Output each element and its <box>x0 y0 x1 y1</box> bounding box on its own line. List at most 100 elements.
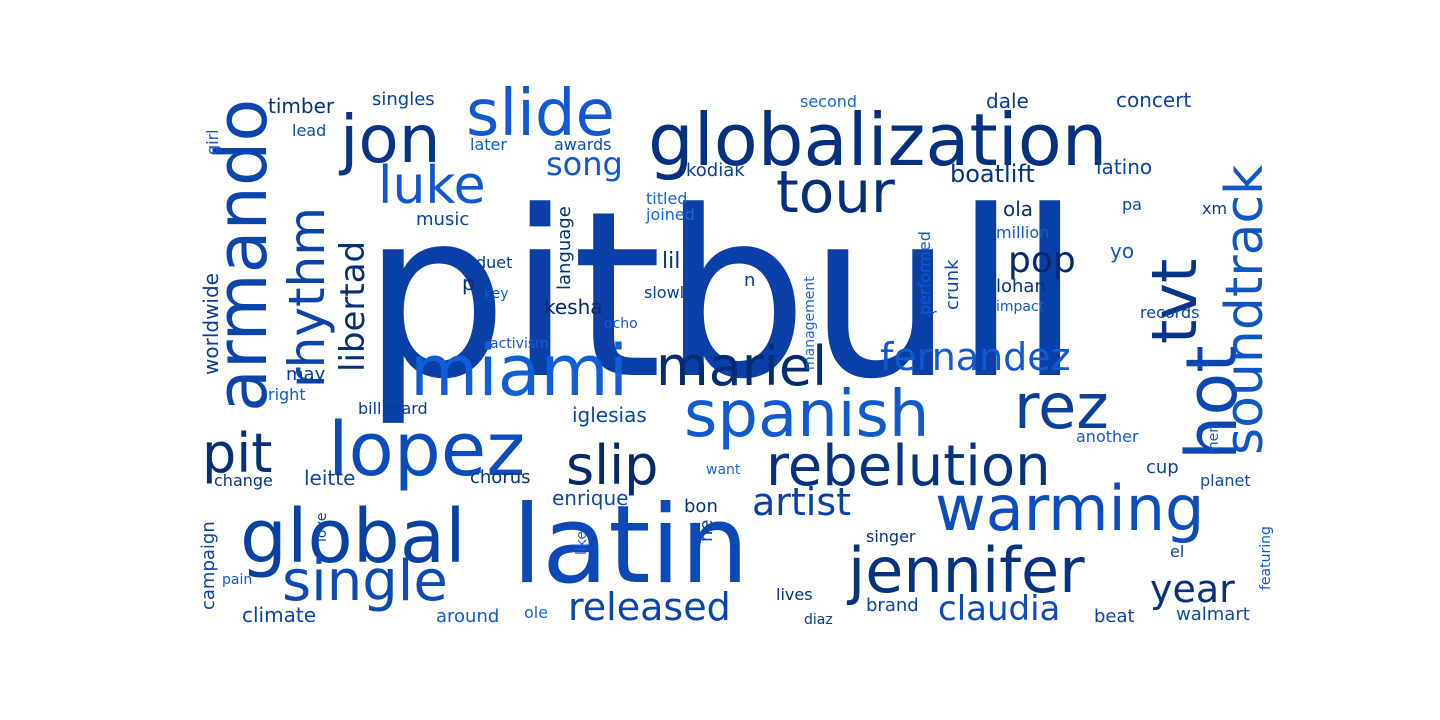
word-ole: ole <box>524 603 548 622</box>
word-globalization: globalization <box>648 98 1107 182</box>
word-pitbull: pitbull <box>362 163 1082 430</box>
word-beat: beat <box>1094 606 1135 627</box>
word-pop: pop <box>1008 240 1076 281</box>
word-lopez: lopez <box>328 407 525 493</box>
word-featuring: featuring <box>1258 526 1274 590</box>
word-language: language <box>554 206 575 290</box>
word-libertad: libertad <box>333 241 373 372</box>
word-pa: pa <box>1122 195 1142 214</box>
word-brand: brand <box>866 595 919 616</box>
word-xm: xm <box>1202 199 1227 218</box>
word-concert: concert <box>1116 88 1191 112</box>
word-ocho: ocho <box>604 316 638 332</box>
word-pain: pain <box>222 572 252 588</box>
word-claudia: claudia <box>938 589 1060 629</box>
word-iglesias: iglesias <box>572 403 647 427</box>
word-ola: ola <box>1003 197 1033 221</box>
word-around: around <box>436 606 499 627</box>
word-activism: activism <box>490 336 549 352</box>
word-crunk: crunk <box>942 259 963 310</box>
word-armando: armando <box>201 99 283 412</box>
word-leitte: leitte <box>304 466 355 490</box>
word-yo: yo <box>1110 239 1134 263</box>
word-campaign: campaign <box>198 521 219 610</box>
word-global: global <box>240 494 466 580</box>
word-el: el <box>1170 542 1184 561</box>
word-tvt: tvt <box>1138 259 1211 344</box>
word-lives: lives <box>776 585 813 604</box>
word-girl: girl <box>203 129 222 155</box>
word-right: right <box>268 385 306 404</box>
word-second: second <box>800 92 857 111</box>
word-impact: impact <box>996 299 1045 315</box>
word-slide: slide <box>466 77 615 151</box>
word-mariel: mariel <box>656 335 827 398</box>
word-bon: bon <box>684 496 718 517</box>
word-worldwide: worldwide <box>199 273 223 375</box>
word-may: may <box>286 364 326 385</box>
word-single: single <box>282 549 448 614</box>
word-tour: tour <box>776 158 895 226</box>
word-management: management <box>802 276 818 370</box>
word-latin: latin <box>512 483 749 608</box>
word-planet: planet <box>1200 471 1251 490</box>
word-latino: latino <box>1096 155 1152 179</box>
word-r: r <box>930 305 937 324</box>
word-duet: duet <box>476 253 512 272</box>
word-key: key <box>484 286 509 302</box>
word-rebelution: rebelution <box>766 434 1051 499</box>
word-billboard: billboard <box>358 399 428 418</box>
word-year: year <box>1150 567 1235 611</box>
word-slip: slip <box>566 434 658 497</box>
word-music: music <box>416 209 469 230</box>
word-million: million <box>996 223 1049 242</box>
word-pit: pit <box>202 422 272 485</box>
word-titled: titled <box>646 189 687 208</box>
word-want: want <box>706 462 741 478</box>
word-lohan: lohan <box>996 276 1046 297</box>
word-like: like <box>574 531 590 555</box>
word-ne: ne <box>696 520 717 542</box>
word-lil: lil <box>662 249 680 274</box>
word-miami: miami <box>410 330 628 412</box>
word-cup: cup <box>1146 457 1179 478</box>
word-change: change <box>214 471 273 490</box>
word-singer: singer <box>866 527 916 546</box>
word-soundtrack: soundtrack <box>1215 165 1275 455</box>
word-p: p <box>462 271 475 295</box>
word-timber: timber <box>268 94 335 118</box>
word-men: men <box>1206 424 1222 455</box>
word-performed: performed <box>915 231 934 315</box>
word-jon: jon <box>338 101 441 178</box>
word-jennifer: jennifer <box>846 534 1085 607</box>
word-kodiak: kodiak <box>686 160 745 181</box>
word-climate: climate <box>242 603 316 627</box>
word-slowly: slowly <box>644 283 694 302</box>
word-dale: dale <box>986 89 1029 113</box>
word-rez: rez <box>1014 370 1109 443</box>
word-enrique: enrique <box>552 486 628 510</box>
word-records: records <box>1140 303 1199 322</box>
word-later: later <box>470 135 507 154</box>
word-released: released <box>568 585 731 629</box>
word-hot: hot <box>1171 345 1253 460</box>
word-singles: singles <box>372 89 435 110</box>
word-love: love <box>314 513 330 542</box>
word-joined: joined <box>645 205 695 224</box>
word-diaz: diaz <box>804 612 833 628</box>
word-luke: luke <box>378 156 486 216</box>
word-n: n <box>744 270 755 291</box>
word-boatlift: boatlift <box>950 160 1035 188</box>
word-another: another <box>1076 427 1139 446</box>
word-walmart: walmart <box>1176 604 1250 625</box>
word-awards: awards <box>554 135 611 154</box>
word-kesha: kesha <box>544 295 603 319</box>
word-artist: artist <box>752 480 851 524</box>
word-rhythm: rhythm <box>278 207 336 388</box>
word-fernandez: fernandez <box>880 335 1071 379</box>
word-song: song <box>546 145 623 183</box>
word-chorus: chorus <box>470 467 531 488</box>
word-spanish: spanish <box>684 378 929 452</box>
word-lead: lead <box>292 121 326 140</box>
